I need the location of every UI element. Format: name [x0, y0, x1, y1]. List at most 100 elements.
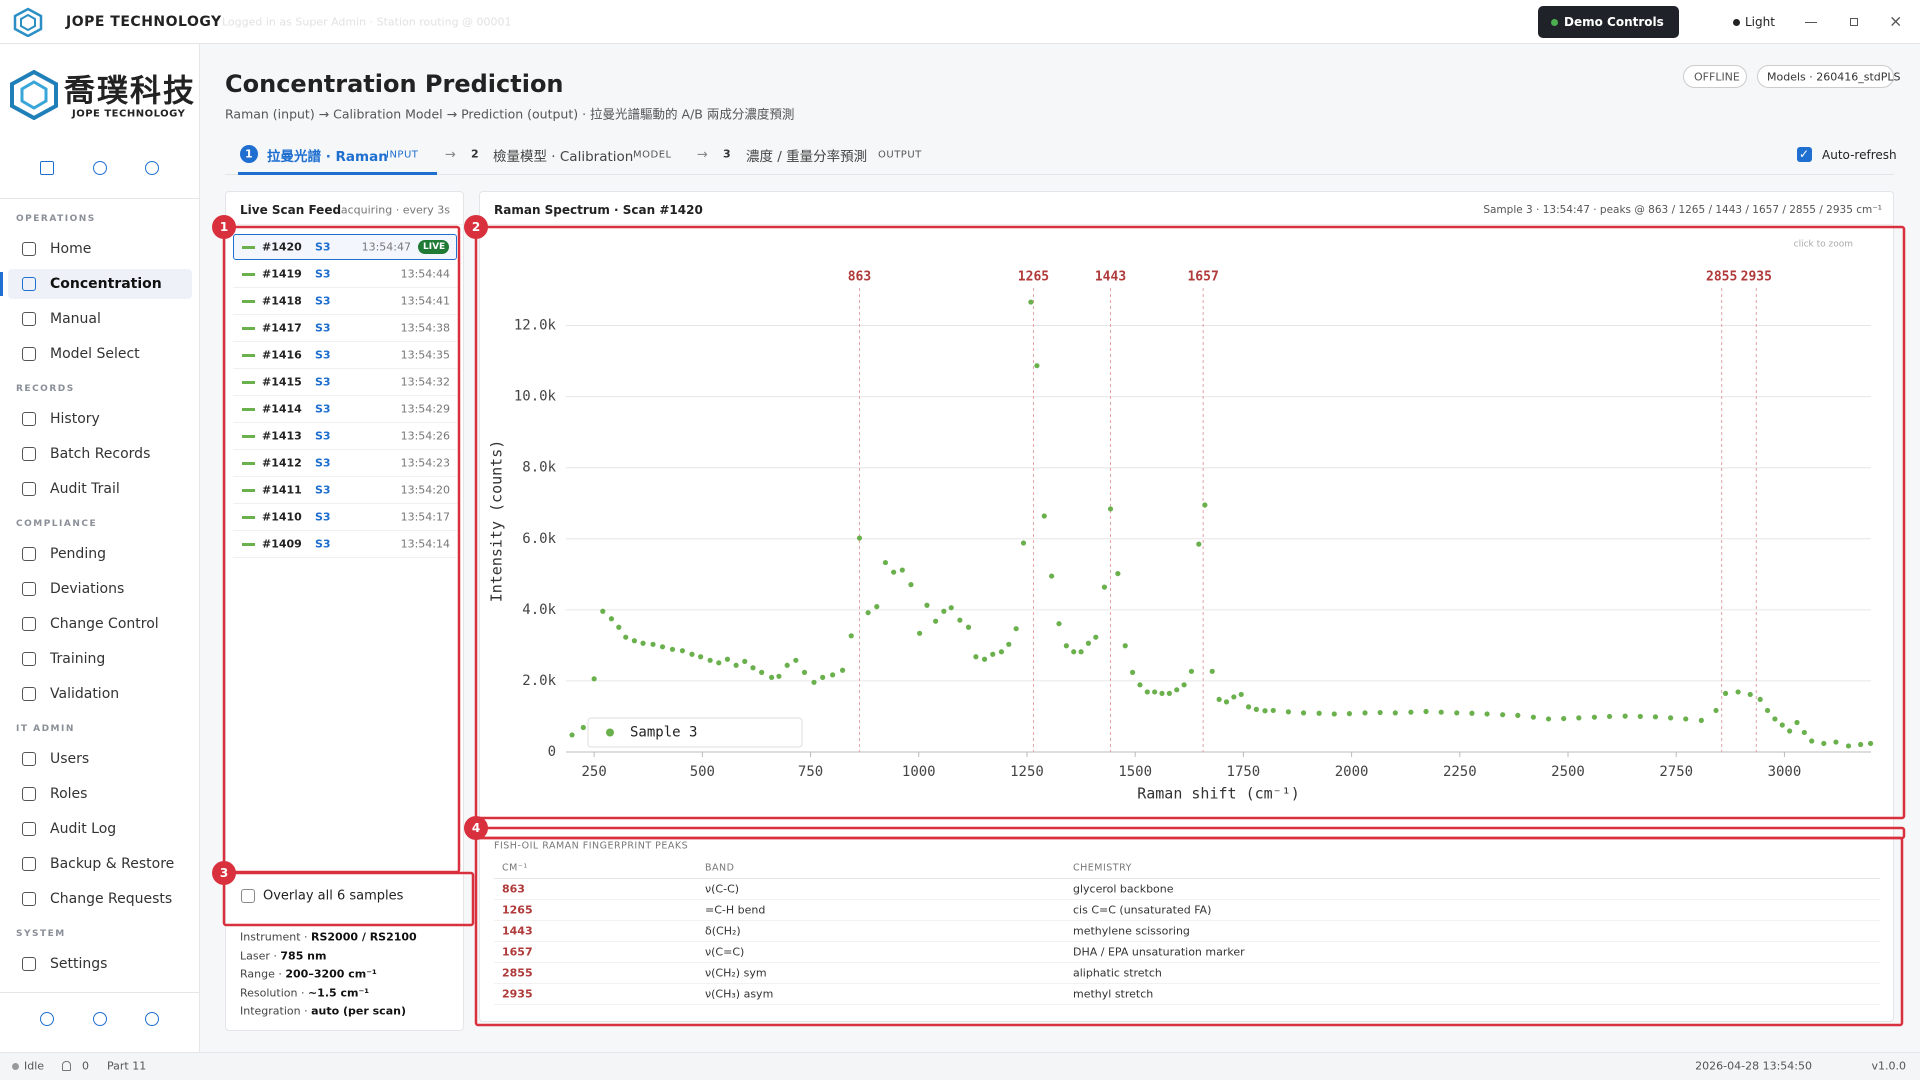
nav-icon — [22, 347, 36, 361]
auto-refresh-checkbox[interactable] — [1797, 147, 1812, 162]
feed-swatch — [242, 435, 255, 438]
table-row-rule — [494, 941, 1880, 942]
overlay-label[interactable]: Overlay all 6 samples — [263, 888, 404, 904]
account-icon[interactable] — [145, 1012, 159, 1026]
nav-item[interactable]: Model Select — [50, 346, 140, 362]
nav-item[interactable]: Home — [50, 241, 92, 257]
data-point — [1454, 710, 1460, 716]
nav-item[interactable]: Batch Records — [50, 446, 151, 462]
y-axis-label: Intensity (counts) — [488, 440, 506, 603]
scan-id[interactable]: #1418 — [262, 294, 302, 308]
scan-time: 13:54:38 — [400, 321, 450, 335]
step-label[interactable]: 檢量模型 · Calibration — [493, 149, 634, 165]
scan-id[interactable]: #1416 — [262, 348, 302, 362]
nav-item[interactable]: Pending — [50, 546, 106, 562]
data-point — [1683, 716, 1689, 722]
table-row-rule — [494, 899, 1880, 900]
data-point — [1331, 711, 1337, 717]
nav-active — [8, 269, 192, 299]
data-point — [1652, 714, 1659, 720]
win-maximize[interactable] — [1850, 18, 1858, 26]
feed-swatch — [242, 489, 255, 492]
win-close[interactable]: × — [1889, 11, 1903, 31]
data-point — [998, 649, 1005, 655]
data-point — [1809, 738, 1815, 744]
sample-id: S3 — [315, 483, 331, 497]
win-minimize[interactable] — [1805, 22, 1817, 23]
scan-id[interactable]: #1415 — [262, 375, 302, 389]
scan-id[interactable]: #1417 — [262, 321, 302, 335]
scan-id[interactable]: #1411 — [262, 483, 302, 497]
nav-item[interactable]: Training — [50, 651, 106, 667]
status-dot — [12, 1063, 19, 1070]
compliance-mode: Part 11 — [107, 1059, 147, 1073]
data-point — [1049, 573, 1055, 579]
nav-item[interactable]: Backup & Restore — [50, 856, 175, 872]
nav-section-title: IT ADMIN — [16, 724, 75, 734]
nav-item[interactable]: Manual — [50, 311, 101, 327]
nav-item[interactable]: Audit Log — [50, 821, 117, 837]
status-datetime: 2026-04-28 13:54:50 — [1695, 1059, 1812, 1073]
feed-swatch — [242, 300, 255, 303]
step-label[interactable]: 濃度 / 重量分率預測 — [746, 149, 868, 165]
data-point — [1622, 713, 1628, 719]
tab-underline — [238, 172, 437, 175]
scan-id[interactable]: #1413 — [262, 429, 302, 443]
scan-id[interactable]: #1419 — [262, 267, 302, 281]
feed-row-divider — [233, 503, 457, 504]
scan-id[interactable]: #1409 — [262, 537, 302, 551]
sample-id: S3 — [315, 402, 331, 416]
data-point — [1115, 570, 1121, 577]
data-point — [1174, 687, 1180, 693]
data-point — [1085, 640, 1092, 646]
account-icon[interactable] — [40, 1012, 54, 1026]
x-tick-label: 2750 — [1659, 764, 1693, 780]
data-point — [1500, 712, 1506, 718]
scan-id[interactable]: #1410 — [262, 510, 302, 524]
nav-item[interactable]: Change Requests — [50, 891, 173, 907]
data-point — [1209, 668, 1215, 674]
nav-active-bar — [0, 272, 3, 296]
scan-time: 13:54:41 — [400, 294, 450, 308]
scan-time: 13:54:17 — [400, 510, 450, 524]
nav-item[interactable]: Validation — [50, 686, 120, 702]
nav-item[interactable]: Roles — [50, 786, 88, 802]
data-point — [1270, 707, 1276, 714]
data-point — [1013, 626, 1019, 632]
data-point — [973, 654, 979, 660]
brand-name: JOPE TECHNOLOGY — [66, 14, 222, 30]
nav-item[interactable]: History — [50, 411, 100, 427]
demo-controls[interactable] — [1538, 6, 1679, 38]
nav-icon — [22, 617, 36, 631]
quick-icon[interactable] — [93, 161, 107, 175]
nav-item[interactable]: Concentration — [50, 276, 162, 292]
quick-icon[interactable] — [40, 161, 54, 175]
nav-item[interactable]: Deviations — [50, 581, 125, 597]
data-point — [1484, 711, 1490, 717]
data-point — [1392, 710, 1398, 716]
data-point — [616, 624, 622, 630]
nav-icon — [22, 482, 36, 496]
overlay-checkbox[interactable] — [241, 889, 255, 903]
theme-toggle[interactable]: Light — [1745, 15, 1775, 29]
scan-id[interactable]: #1414 — [262, 402, 302, 416]
nav-item[interactable]: Settings — [50, 956, 108, 972]
data-point — [1713, 707, 1719, 714]
live-badge — [418, 240, 449, 254]
scan-id[interactable]: #1420 — [262, 240, 302, 254]
nav-item[interactable]: Users — [50, 751, 90, 767]
nav-item[interactable]: Audit Trail — [50, 481, 120, 497]
nav-item[interactable]: Change Control — [50, 616, 159, 632]
nav-section-title: SYSTEM — [16, 929, 66, 939]
scan-id[interactable]: #1412 — [262, 456, 302, 470]
demo-controls-label[interactable]: Demo Controls — [1564, 15, 1664, 29]
nav-icon — [22, 412, 36, 426]
x-axis-label: Raman shift (cm⁻¹) — [1137, 785, 1300, 803]
feed-swatch — [242, 381, 255, 384]
data-point — [1231, 694, 1237, 700]
account-icon[interactable] — [93, 1012, 107, 1026]
quick-icon[interactable] — [145, 161, 159, 175]
feed-row-divider — [233, 314, 457, 315]
status-version: v1.0.0 — [1871, 1059, 1907, 1073]
step-label[interactable]: 拉曼光譜 · Raman — [267, 149, 388, 165]
